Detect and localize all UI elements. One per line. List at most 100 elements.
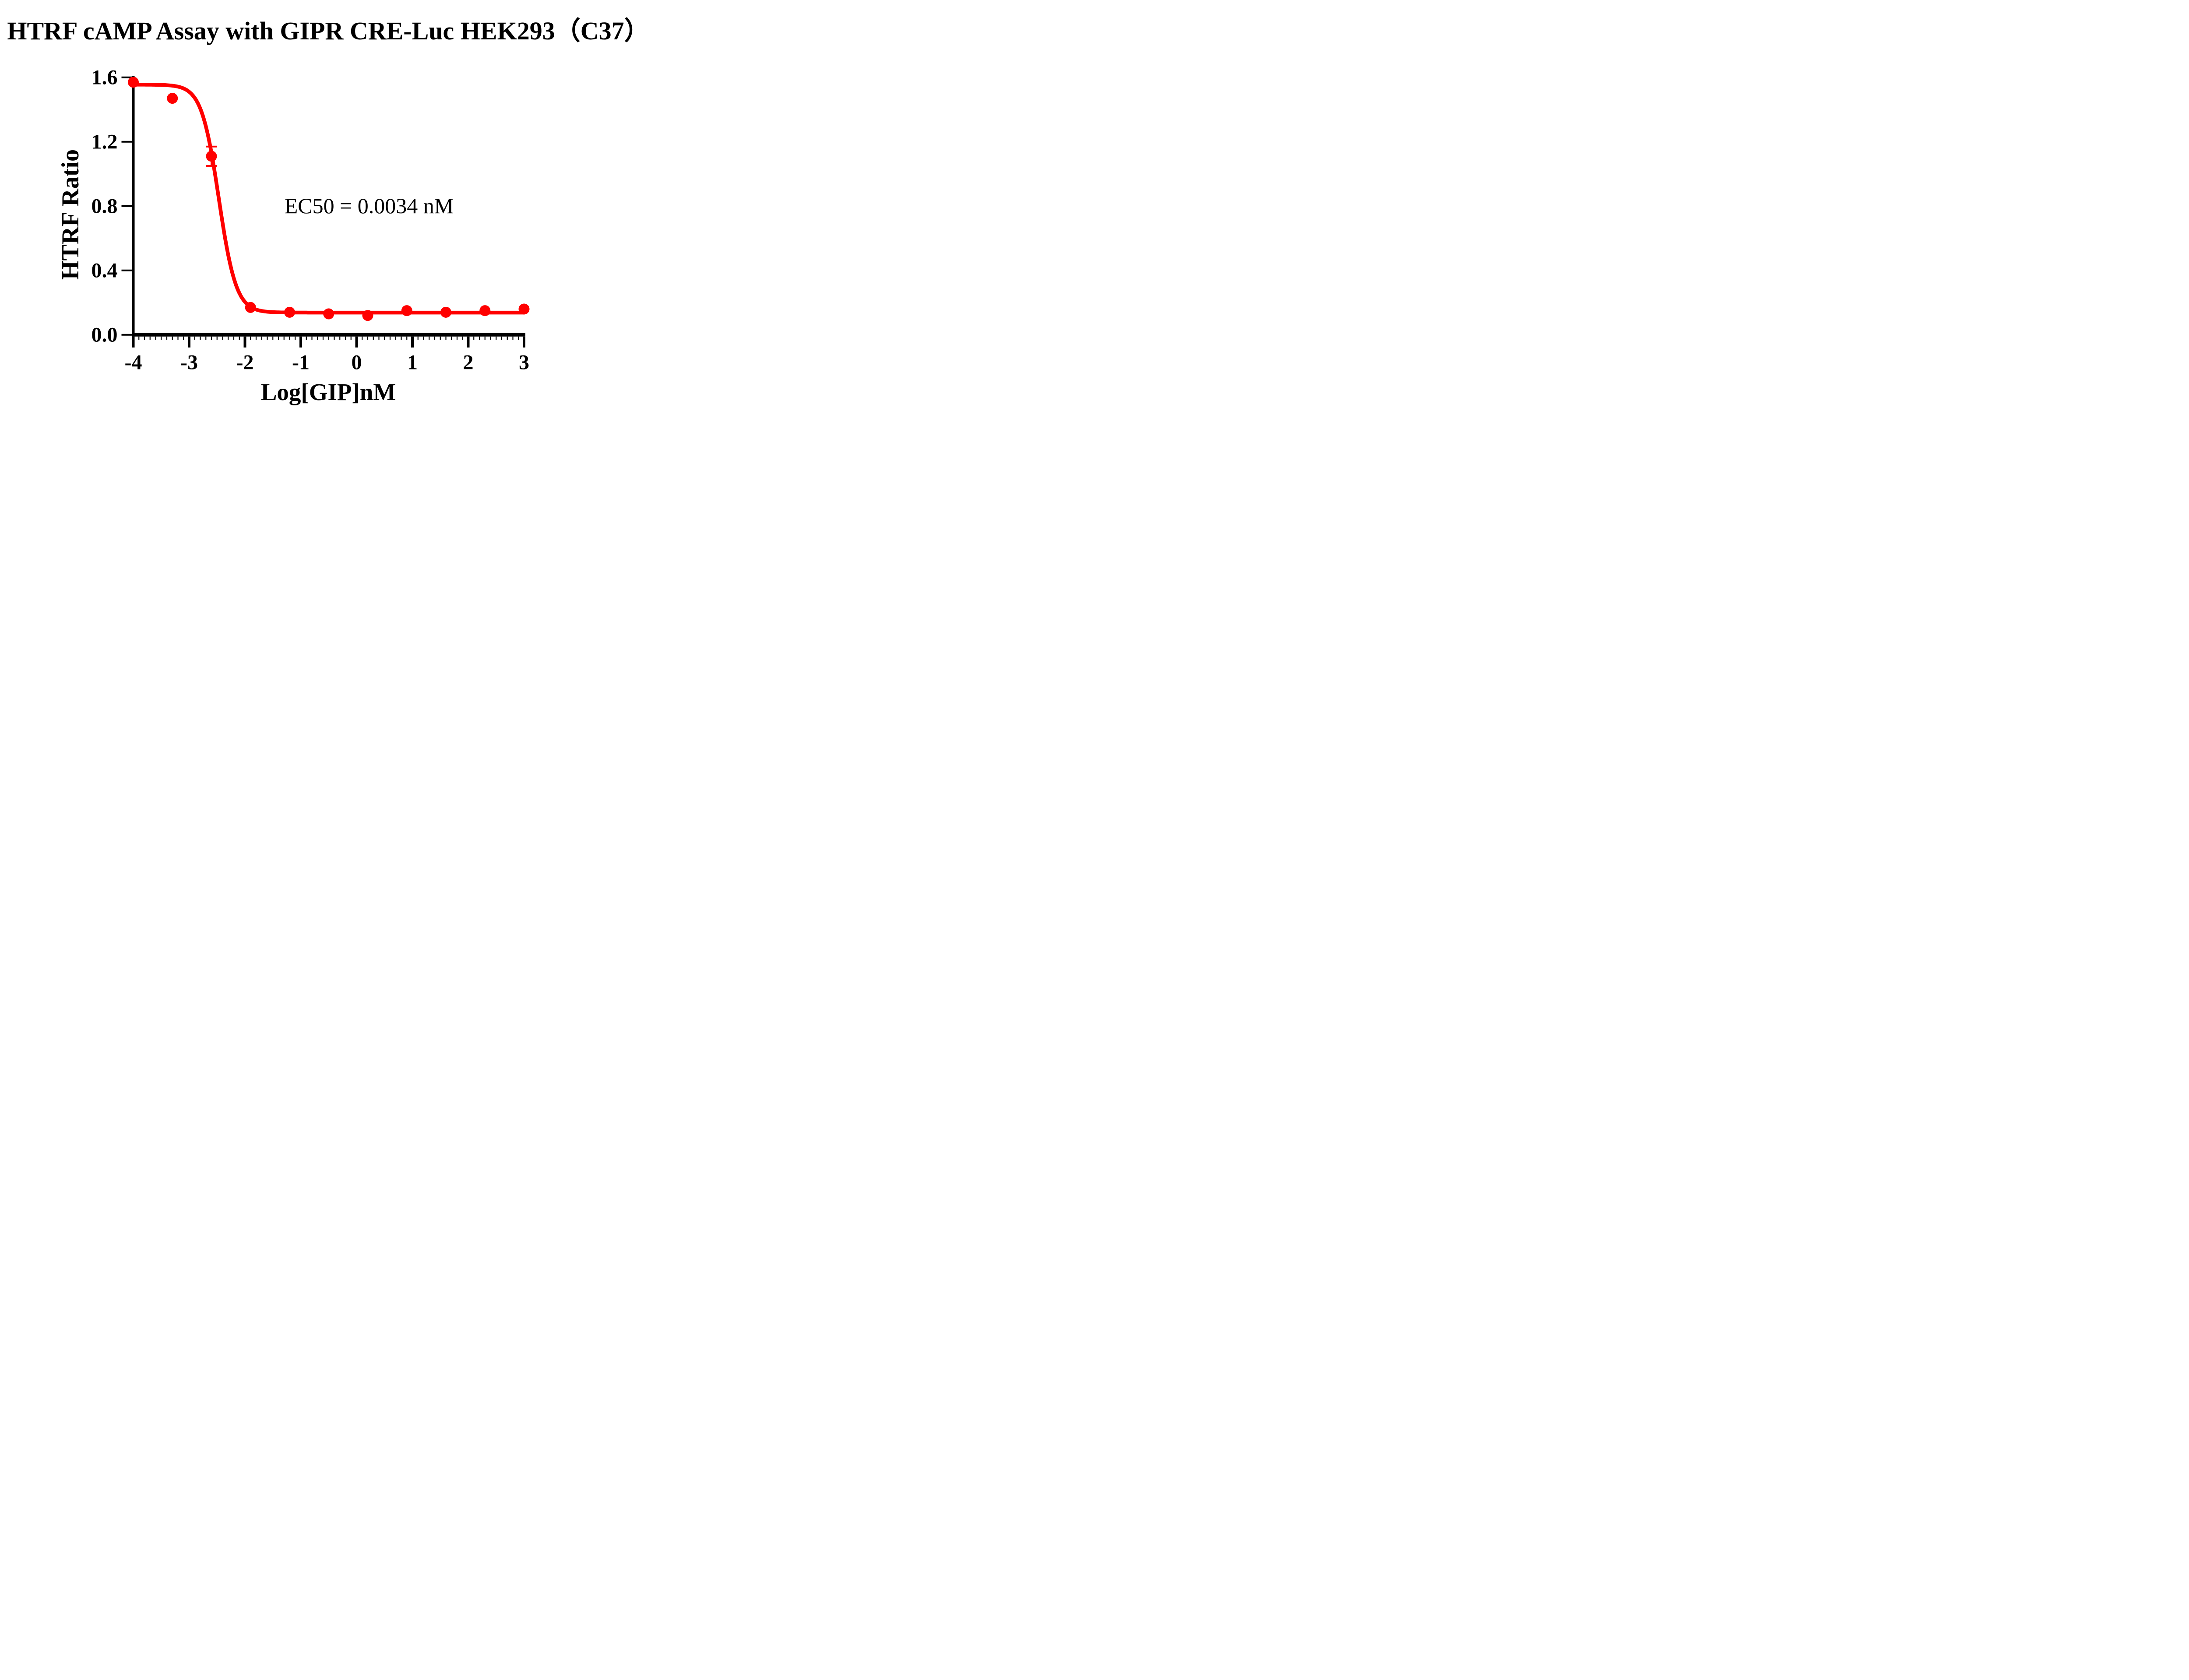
x-minor-tick xyxy=(311,336,313,340)
fit-curve xyxy=(131,83,526,315)
x-minor-tick xyxy=(283,336,285,340)
y-tick xyxy=(121,334,132,336)
x-minor-tick xyxy=(345,336,346,340)
x-minor-tick xyxy=(462,336,463,340)
x-major-tick xyxy=(299,336,302,348)
x-minor-tick xyxy=(440,336,441,340)
x-minor-tick xyxy=(417,336,419,340)
data-point xyxy=(440,306,451,318)
x-minor-tick xyxy=(395,336,396,340)
data-point xyxy=(401,305,412,316)
y-axis-line xyxy=(132,76,135,337)
x-minor-tick xyxy=(161,336,162,340)
x-minor-tick xyxy=(172,336,173,340)
x-tick-label: 2 xyxy=(463,351,474,374)
x-minor-tick xyxy=(177,336,179,340)
data-point xyxy=(518,303,530,315)
x-major-tick xyxy=(467,336,470,348)
x-minor-tick xyxy=(222,336,223,340)
x-minor-tick xyxy=(378,336,380,340)
x-tick-label: -1 xyxy=(292,351,310,374)
y-tick-label: 0.8 xyxy=(92,194,118,218)
x-minor-tick xyxy=(200,336,201,340)
x-tick-label: -3 xyxy=(180,351,198,374)
x-minor-tick xyxy=(194,336,195,340)
data-point xyxy=(206,151,217,162)
x-major-tick xyxy=(132,336,135,348)
x-minor-tick xyxy=(155,336,156,340)
data-point xyxy=(245,302,256,313)
x-major-tick xyxy=(243,336,246,348)
x-minor-tick xyxy=(306,336,307,340)
x-major-tick xyxy=(188,336,190,348)
x-minor-tick xyxy=(205,336,207,340)
y-tick xyxy=(121,141,132,143)
x-minor-tick xyxy=(423,336,424,340)
x-minor-tick xyxy=(339,336,341,340)
x-minor-tick xyxy=(233,336,235,340)
x-minor-tick xyxy=(479,336,480,340)
x-minor-tick xyxy=(406,336,408,340)
x-tick-label: -4 xyxy=(125,351,142,374)
y-tick xyxy=(121,205,132,207)
data-point xyxy=(284,306,295,318)
x-major-tick xyxy=(355,336,358,348)
x-minor-tick xyxy=(211,336,212,340)
y-tick-label: 0.4 xyxy=(92,259,118,282)
data-point xyxy=(167,93,178,104)
x-minor-tick xyxy=(183,336,184,340)
x-minor-tick xyxy=(166,336,168,340)
x-minor-tick xyxy=(451,336,452,340)
x-axis-title: Log[GIP]nM xyxy=(260,379,396,405)
x-tick-label: -2 xyxy=(236,351,254,374)
x-tick-label: 1 xyxy=(407,351,418,374)
x-minor-tick xyxy=(322,336,324,340)
x-minor-tick xyxy=(501,336,503,340)
ec50-annotation: EC50 = 0.0034 nM xyxy=(284,193,454,218)
y-tick-label: 0.0 xyxy=(92,323,118,346)
x-minor-tick xyxy=(518,336,519,340)
x-minor-tick xyxy=(149,336,151,340)
x-minor-tick xyxy=(389,336,391,340)
x-minor-tick xyxy=(512,336,514,340)
x-minor-tick xyxy=(350,336,352,340)
x-minor-tick xyxy=(144,336,145,340)
x-minor-tick xyxy=(278,336,279,340)
plot-area: -4 -3 -2 -1 0 1 2 3 0.0 0.4 0.8 1.2 1.6 xyxy=(92,66,530,374)
x-tick-label: 3 xyxy=(519,351,529,374)
x-major-tick xyxy=(523,336,525,348)
y-tick-label: 1.2 xyxy=(92,130,118,153)
x-minor-tick xyxy=(434,336,436,340)
error-bar-cap xyxy=(206,165,217,167)
data-point xyxy=(479,305,491,316)
x-tick-label: 0 xyxy=(352,351,362,374)
x-minor-tick xyxy=(373,336,374,340)
x-minor-tick xyxy=(272,336,274,340)
figure: HTRF cAMP Assay with GIPR CRE-Luc HEK293… xyxy=(0,0,657,420)
x-axis-line xyxy=(132,333,525,337)
x-minor-tick xyxy=(255,336,257,340)
data-point xyxy=(128,77,139,88)
error-bar-cap xyxy=(206,145,217,148)
data-point xyxy=(323,308,334,320)
x-minor-tick xyxy=(216,336,218,340)
x-minor-tick xyxy=(317,336,318,340)
x-minor-tick xyxy=(289,336,290,340)
x-major-tick xyxy=(411,336,414,348)
chart-title: HTRF cAMP Assay with GIPR CRE-Luc HEK293… xyxy=(7,17,650,45)
x-minor-tick xyxy=(261,336,262,340)
x-minor-tick xyxy=(484,336,486,340)
x-minor-tick xyxy=(250,336,251,340)
x-minor-tick xyxy=(507,336,508,340)
y-tick-label: 1.6 xyxy=(92,66,118,89)
y-tick xyxy=(121,76,132,78)
x-minor-tick xyxy=(295,336,296,340)
x-minor-tick xyxy=(228,336,229,340)
x-minor-tick xyxy=(490,336,491,340)
x-minor-tick xyxy=(384,336,385,340)
x-minor-tick xyxy=(239,336,240,340)
x-minor-tick xyxy=(328,336,329,340)
y-tick xyxy=(121,269,132,271)
data-point xyxy=(362,310,373,321)
x-minor-tick xyxy=(367,336,369,340)
